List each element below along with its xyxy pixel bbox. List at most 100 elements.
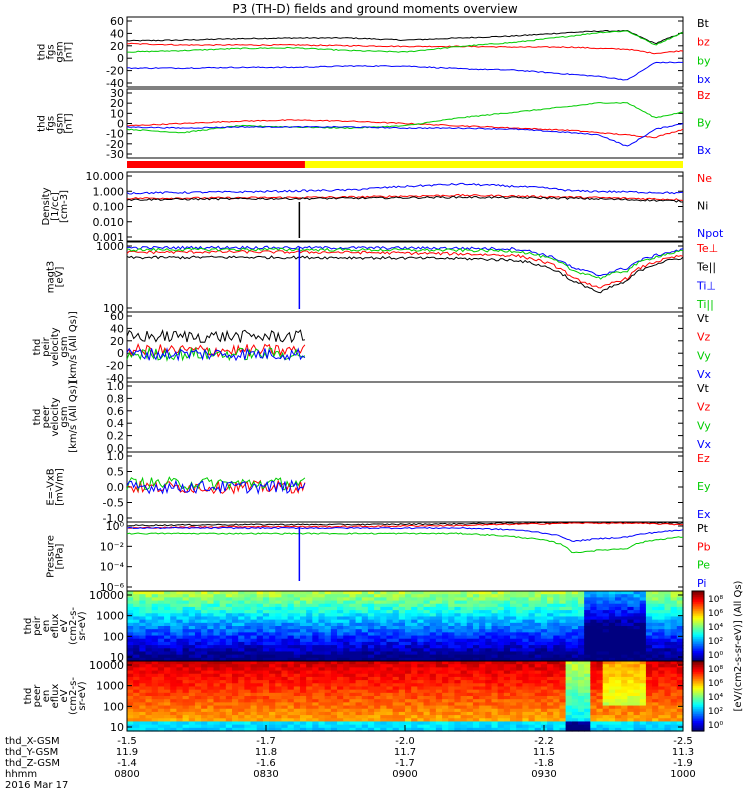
- panel-peer-spec-cell: [194, 689, 202, 694]
- panel-peer-spec-cell: [207, 702, 215, 707]
- panel-peir-spec-cell: [485, 651, 493, 656]
- panel-peir-spec-cell: [485, 638, 493, 643]
- panel-peer-spec-cell: [454, 661, 462, 665]
- panel-peir-spec-cell: [133, 632, 140, 637]
- panel-peer-spec-cell: [645, 705, 653, 710]
- panel-peir-spec-cell: [423, 622, 431, 627]
- panel-peir-spec-cell: [405, 616, 412, 621]
- panel-peir-spec-cell: [417, 654, 425, 659]
- panel-peer-spec-cell: [590, 670, 598, 675]
- panel-peir-spec-cell: [435, 594, 443, 598]
- panel-peir-spec-cell: [602, 619, 610, 624]
- panel-peer-spec-cell: [133, 673, 140, 678]
- panel-peer-spec-cell: [571, 670, 579, 675]
- status-bar-yellow: [127, 161, 683, 168]
- panel-peer-spec-cell: [355, 721, 363, 726]
- panel-peir-spec-cell: [405, 622, 412, 627]
- panel-peer-spec-cell: [652, 715, 659, 719]
- panel-peer-spec-cell: [355, 699, 363, 703]
- panel-peir-spec-cell: [405, 638, 412, 643]
- panel-peer-spec-cell: [386, 676, 394, 681]
- panel-peer-spec-cell: [145, 718, 153, 723]
- panel-peir-spec-cell: [466, 622, 474, 627]
- panel-peir-spec-cell: [139, 635, 147, 640]
- panel-peer-spec-cell: [182, 680, 190, 684]
- colorbar-cell: [692, 708, 704, 711]
- panel-peer-spec-cell: [157, 715, 165, 719]
- panel-peir-spec-cell: [244, 635, 252, 640]
- panel-peer-spec-cell: [516, 661, 523, 665]
- panel-peer-spec-cell: [503, 715, 511, 719]
- panel-peir-spec-cell: [633, 638, 641, 643]
- panel-peer-spec-cell: [349, 727, 357, 732]
- panel-peer-spec-cell: [602, 724, 610, 729]
- panel-peer-spec-cell: [411, 686, 418, 691]
- panel-peir-spec-cell: [411, 645, 418, 649]
- panel-peir-spec-cell: [361, 635, 369, 640]
- panel-peer-spec-cell: [615, 676, 622, 681]
- panel-peer-spec-cell: [602, 670, 610, 675]
- panel-peer-spec-cell: [479, 673, 486, 678]
- panel-peir-spec-cell: [497, 648, 505, 653]
- panel-peir-spec-cell: [534, 629, 542, 633]
- panel-peir-spec-cell: [429, 657, 437, 662]
- panel-peir-spec-cell: [151, 654, 159, 659]
- panel-peir-spec-cell: [510, 629, 517, 633]
- panel-peer-spec-cell: [232, 686, 239, 691]
- panel-peir-spec-cell: [497, 651, 505, 656]
- panel-peer-spec-cell: [510, 670, 517, 675]
- panel-peir-spec-cell: [565, 635, 573, 640]
- panel-peir-spec-cell: [256, 613, 264, 618]
- panel-peer-spec-cell: [435, 673, 443, 678]
- panel-peir-spec-cell: [250, 626, 258, 630]
- panel-peir-spec-cell: [188, 613, 196, 618]
- panel-peer-spec-cell: [170, 689, 178, 694]
- panel-peer-spec-cell: [139, 724, 147, 729]
- panel-peir-spec-cell: [127, 619, 134, 624]
- panel-peer-spec-cell: [602, 683, 610, 688]
- panel-peir-spec-cell: [565, 629, 573, 633]
- panel-peir-spec-cell: [553, 629, 561, 633]
- panel-peir-spec-cell: [139, 613, 147, 618]
- panel-peer-spec-cell: [615, 708, 622, 713]
- panel-peer-spec-cell: [374, 667, 381, 672]
- panel-peir-spec-cell: [201, 603, 208, 608]
- panel-peer-spec-cell: [584, 718, 591, 723]
- panel-peir-spec-cell: [472, 619, 480, 624]
- panel-peer-spec-cell: [503, 692, 511, 697]
- panel-peir-spec-cell: [516, 651, 523, 656]
- panel-peir-spec-cell: [176, 606, 184, 611]
- panel-peir-spec-cell: [293, 613, 301, 618]
- panel-peir-spec-cell: [244, 657, 252, 662]
- panel-peer-spec-cell: [553, 705, 561, 710]
- panel-peer-spec-cell: [127, 727, 134, 732]
- panel-peir-spec-cell: [275, 648, 283, 653]
- panel-peir-spec-cell: [293, 619, 301, 624]
- panel-peir-spec-cell: [584, 651, 591, 656]
- panel-peir-spec-cell: [293, 651, 301, 656]
- colorbar-cell: [692, 718, 704, 722]
- panel-peir-spec-cell: [244, 613, 252, 618]
- panel-peir-spec-cell: [503, 638, 511, 643]
- panel-peir-spec-cell: [281, 613, 289, 618]
- panel-peir-spec-cell: [429, 619, 437, 624]
- panel-peer-spec-cell: [194, 692, 202, 697]
- colorbar-cell: [692, 683, 704, 687]
- panel-peer-spec-cell: [547, 724, 554, 729]
- axis-row-value: 11.9: [116, 747, 138, 758]
- panel-peer-spec-cell: [454, 692, 462, 697]
- panel-peer-velocity-ylabel: velocity: [50, 397, 61, 436]
- panel-peer-spec-cell: [330, 670, 338, 675]
- panel-peir-spec-cell: [355, 638, 363, 643]
- panel-peer-spec-cell: [590, 718, 598, 723]
- panel-peir-spec-cell: [670, 603, 678, 608]
- panel-peer-spec-cell: [639, 724, 647, 729]
- panel-peir-spec-cell: [540, 648, 548, 653]
- panel-peir-spec-cell: [522, 651, 530, 656]
- panel-peir-spec-cell: [139, 626, 147, 630]
- panel-peir-spec-cell: [633, 654, 641, 659]
- panel-density-ytick-label: 0.001: [93, 231, 125, 244]
- panel-peer-spec-cell: [608, 705, 616, 710]
- panel-peer-spec-cell: [367, 711, 375, 716]
- panel-peir-spec-cell: [188, 606, 196, 611]
